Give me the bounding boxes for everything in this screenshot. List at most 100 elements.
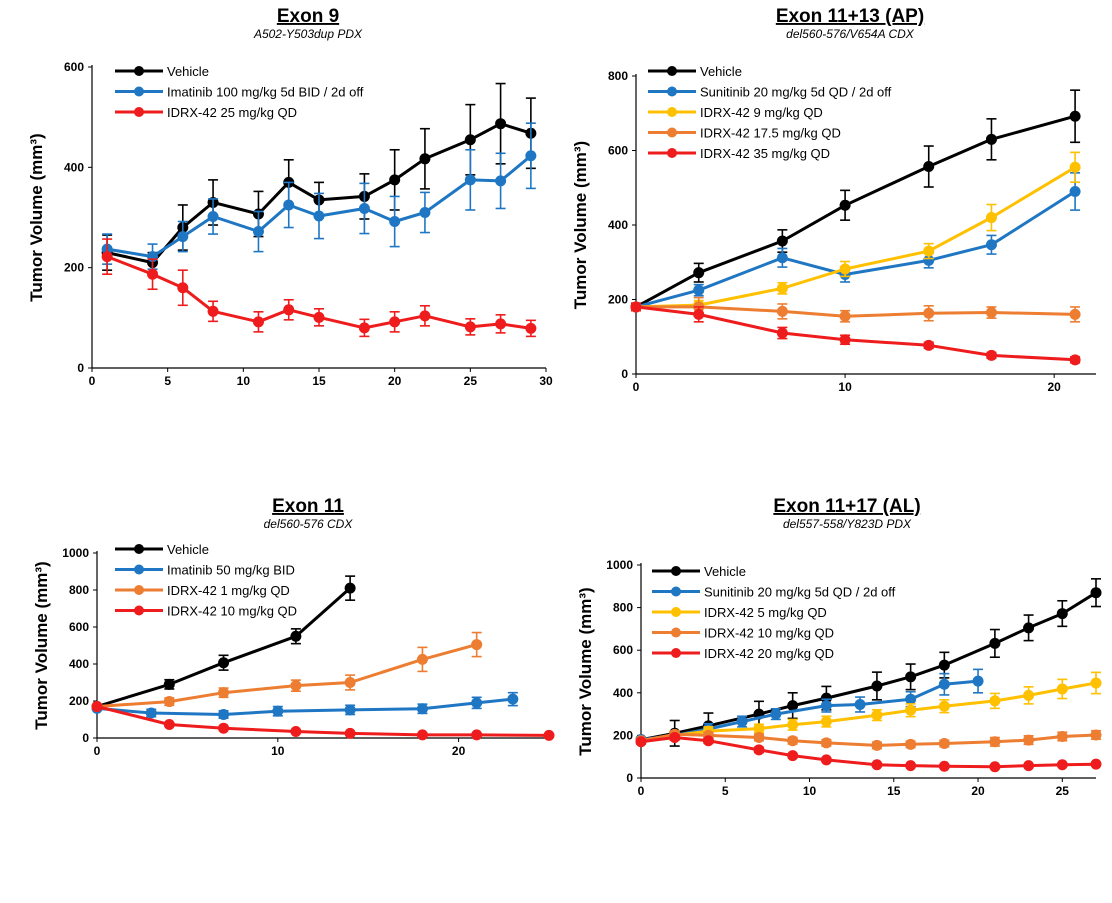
- data-point: [464, 174, 476, 186]
- data-point: [989, 637, 1001, 649]
- data-point: [344, 677, 356, 688]
- legend-label: IDRX-42 1 mg/kg QD: [167, 583, 290, 598]
- data-point: [1090, 758, 1102, 770]
- data-point: [218, 722, 230, 734]
- data-point: [1069, 308, 1081, 320]
- y-tick-label: 600: [608, 144, 628, 158]
- chart-title: Exon 11: [272, 496, 344, 517]
- data-point: [989, 736, 1001, 748]
- x-tick-label: 5: [164, 374, 171, 388]
- x-tick-label: 10: [271, 744, 285, 758]
- data-point: [770, 708, 782, 720]
- data-point: [985, 239, 997, 251]
- data-point: [252, 316, 264, 328]
- legend-item: IDRX-42 1 mg/kg QD: [115, 583, 290, 598]
- data-point: [525, 150, 537, 162]
- data-point: [389, 316, 401, 328]
- data-point: [787, 750, 799, 762]
- y-tick-label: 800: [69, 583, 89, 597]
- data-point: [290, 726, 302, 738]
- series-4: [91, 701, 555, 741]
- data-point: [416, 703, 428, 715]
- data-point: [177, 282, 189, 294]
- data-point: [923, 245, 935, 257]
- y-tick-label: 0: [77, 361, 84, 375]
- data-point: [495, 318, 507, 330]
- legend-item: Vehicle: [652, 564, 746, 579]
- x-tick-label: 0: [638, 784, 645, 798]
- legend-item: IDRX-42 10 mg/kg QD: [652, 626, 834, 641]
- x-tick-label: 0: [633, 380, 640, 394]
- chart-title: Exon 9: [277, 6, 339, 27]
- data-point: [471, 729, 483, 741]
- legend-label: Vehicle: [704, 564, 746, 579]
- data-point: [218, 709, 230, 721]
- legend-label: Sunitinib 20 mg/kg 5d QD / 2d off: [700, 85, 892, 100]
- y-tick-label: 0: [626, 771, 633, 785]
- data-point: [985, 133, 997, 145]
- data-point: [495, 118, 507, 130]
- data-point: [905, 693, 917, 705]
- legend-marker: [667, 107, 677, 117]
- data-point: [1056, 730, 1068, 742]
- x-tick-label: 20: [971, 784, 985, 798]
- data-point: [905, 760, 917, 772]
- series-line: [635, 114, 1076, 309]
- data-point: [985, 212, 997, 224]
- data-point: [419, 206, 431, 218]
- data-point: [839, 263, 851, 275]
- y-tick-label: 0: [621, 367, 628, 381]
- chart-panel-2: Exon 11+13 (AP)del560-576/V654A CDX 0 10 20…: [571, 6, 1096, 394]
- legend-marker: [671, 607, 681, 617]
- data-point: [91, 701, 103, 713]
- chart-title: Exon 11+17 (AL): [773, 496, 920, 517]
- legend-label: Sunitinib 20 mg/kg 5d QD / 2d off: [704, 585, 896, 600]
- x-tick-label: 0: [89, 374, 96, 388]
- x-tick-label: 10: [803, 784, 817, 798]
- y-tick-label: 600: [64, 60, 84, 74]
- data-point: [272, 705, 284, 717]
- y-axis-label: Tumor Volume (mm³): [32, 561, 51, 729]
- chart-subtitle: del560-576 CDX: [264, 517, 354, 531]
- y-tick-label: 400: [608, 218, 628, 232]
- legend-marker: [134, 585, 144, 595]
- data-point: [702, 735, 714, 747]
- legend-item: IDRX-42 20 mg/kg QD: [652, 646, 834, 661]
- data-point: [669, 732, 681, 744]
- data-point: [938, 737, 950, 749]
- y-tick-label: 200: [64, 261, 84, 275]
- legend-marker: [134, 107, 144, 117]
- data-point: [736, 716, 748, 728]
- data-point: [693, 308, 705, 320]
- data-point: [145, 707, 157, 719]
- y-tick-label: 200: [613, 728, 633, 742]
- legend-item: Vehicle: [648, 64, 742, 79]
- data-point: [507, 693, 519, 705]
- data-point: [938, 760, 950, 772]
- legend-label: IDRX-42 35 mg/kg QD: [700, 146, 830, 161]
- legend-item: Vehicle: [115, 542, 209, 557]
- data-point: [358, 202, 370, 214]
- legend-marker: [667, 127, 677, 138]
- data-point: [464, 134, 476, 146]
- series-line: [96, 705, 550, 737]
- data-point: [753, 723, 765, 735]
- series-5: [635, 732, 1102, 773]
- data-point: [1023, 622, 1035, 634]
- legend-marker: [667, 86, 677, 97]
- data-point: [871, 680, 883, 692]
- y-tick-label: 800: [608, 69, 628, 83]
- x-tick-label: 0: [94, 744, 101, 758]
- data-point: [1069, 354, 1081, 366]
- data-point: [753, 744, 765, 756]
- x-tick-label: 15: [887, 784, 901, 798]
- data-point: [839, 310, 851, 322]
- legend-item: IDRX-42 5 mg/kg QD: [652, 605, 827, 620]
- data-point: [358, 322, 370, 334]
- data-point: [820, 754, 832, 766]
- y-axis-label: Tumor Volume (mm³): [27, 133, 46, 301]
- data-point: [1090, 587, 1102, 599]
- data-point: [1090, 729, 1102, 741]
- data-point: [923, 254, 935, 266]
- data-point: [1056, 759, 1068, 771]
